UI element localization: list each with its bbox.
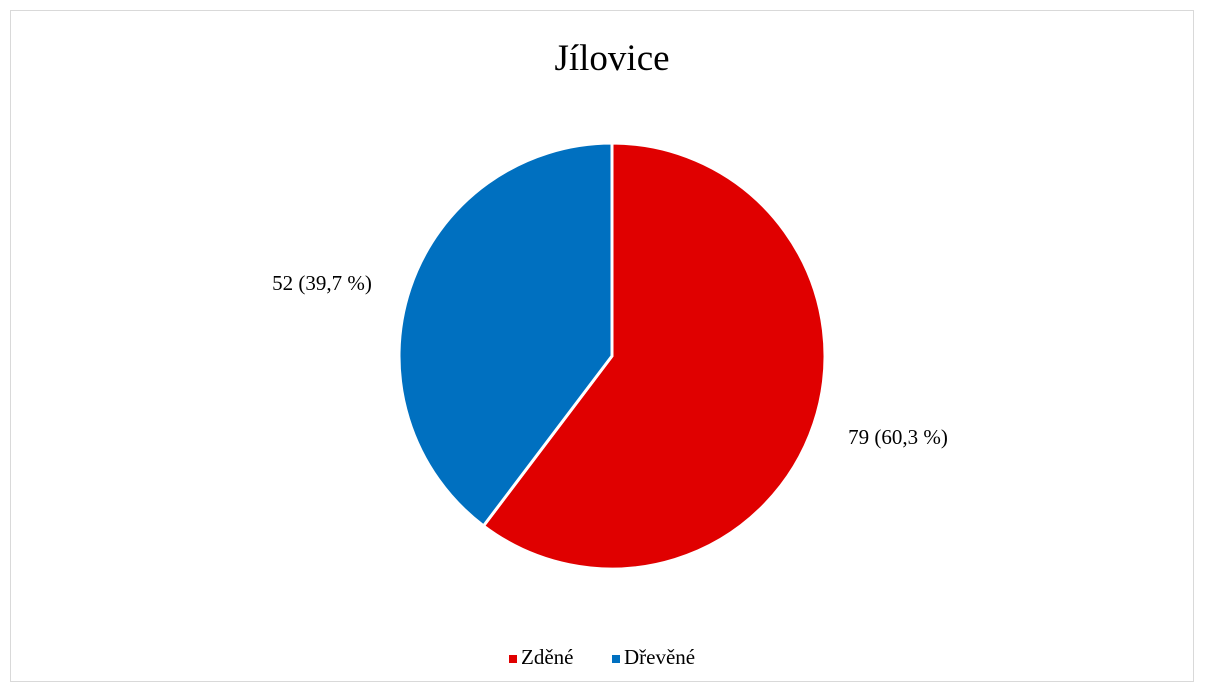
data-label-2: 52 (39,7 %) bbox=[272, 271, 372, 295]
legend-label-2: Dřevěné bbox=[624, 645, 695, 669]
pie-slices bbox=[397, 141, 827, 571]
data-labels: 79 (60,3 %) 52 (39,7 %) bbox=[272, 271, 948, 449]
legend-label-1: Zděné bbox=[521, 645, 573, 669]
pie-slice-2 bbox=[397, 141, 614, 528]
data-label-1: 79 (60,3 %) bbox=[848, 425, 948, 449]
legend-swatch-2 bbox=[612, 655, 620, 663]
pie-slice-1 bbox=[482, 141, 827, 571]
legend-swatch-1 bbox=[509, 655, 517, 663]
legend: Zděné Dřevěné bbox=[509, 645, 695, 669]
chart-title: Jílovice bbox=[554, 38, 669, 79]
